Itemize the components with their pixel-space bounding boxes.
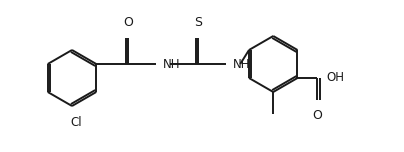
Text: NH: NH — [163, 57, 181, 71]
Text: O: O — [123, 16, 133, 29]
Text: O: O — [313, 109, 322, 122]
Text: Cl: Cl — [70, 116, 82, 129]
Text: S: S — [194, 16, 202, 29]
Text: NH: NH — [233, 57, 251, 71]
Text: OH: OH — [326, 71, 345, 83]
